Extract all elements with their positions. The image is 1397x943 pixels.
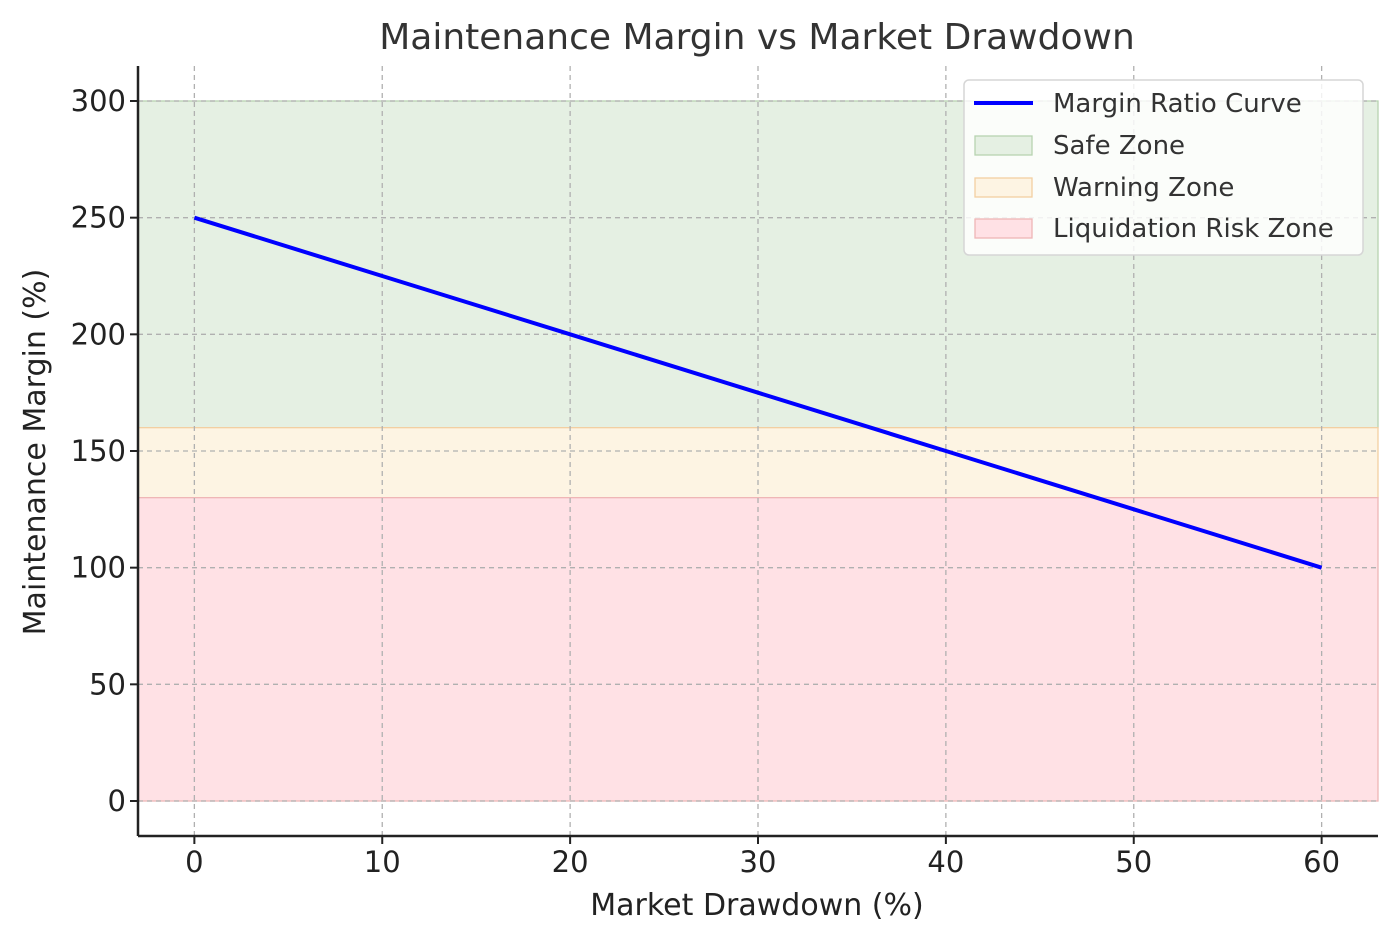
y-tick-label: 150 (71, 434, 126, 468)
x-tick-label: 30 (740, 845, 777, 879)
y-tick-label: 300 (71, 84, 126, 118)
y-axis-label: Maintenance Margin (%) (18, 269, 53, 636)
x-tick-label: 60 (1303, 845, 1340, 879)
chart-title: Maintenance Margin vs Market Drawdown (379, 17, 1135, 58)
x-tick-label: 20 (552, 845, 589, 879)
legend-label: Warning Zone (1053, 173, 1234, 203)
y-tick-label: 250 (71, 201, 126, 235)
legend: Margin Ratio Curve Safe Zone Warning Zone L… (963, 79, 1364, 256)
x-tick-label: 0 (185, 845, 203, 879)
legend-label: Liquidation Risk Zone (1053, 214, 1334, 244)
x-tick-label: 40 (927, 845, 964, 879)
y-tick-label: 200 (71, 317, 126, 351)
y-tick-label: 0 (108, 784, 126, 818)
legend-box (963, 79, 1364, 256)
y-tick-label: 100 (71, 551, 126, 585)
legend-label: Margin Ratio Curve (1053, 89, 1302, 119)
legend-swatch-safe-zone (974, 135, 1033, 156)
y-tick-label: 50 (89, 667, 126, 701)
legend-swatch-liquidation-risk-zone (974, 218, 1033, 239)
legend-swatch-warning-zone (974, 177, 1033, 198)
zone-liquidation-risk-zone (137, 497, 1379, 802)
series-line-margin-ratio-curve (193, 215, 1323, 570)
legend-label: Safe Zone (1053, 131, 1185, 161)
x-tick-label: 10 (364, 845, 401, 879)
x-axis-label: Market Drawdown (%) (590, 888, 923, 923)
ticks-layer: 0 10 20 30 40 50 60 0 50 100 150 200 250 300 (71, 84, 1340, 879)
series-layer (193, 215, 1323, 570)
x-tick-label: 50 (1115, 845, 1152, 879)
